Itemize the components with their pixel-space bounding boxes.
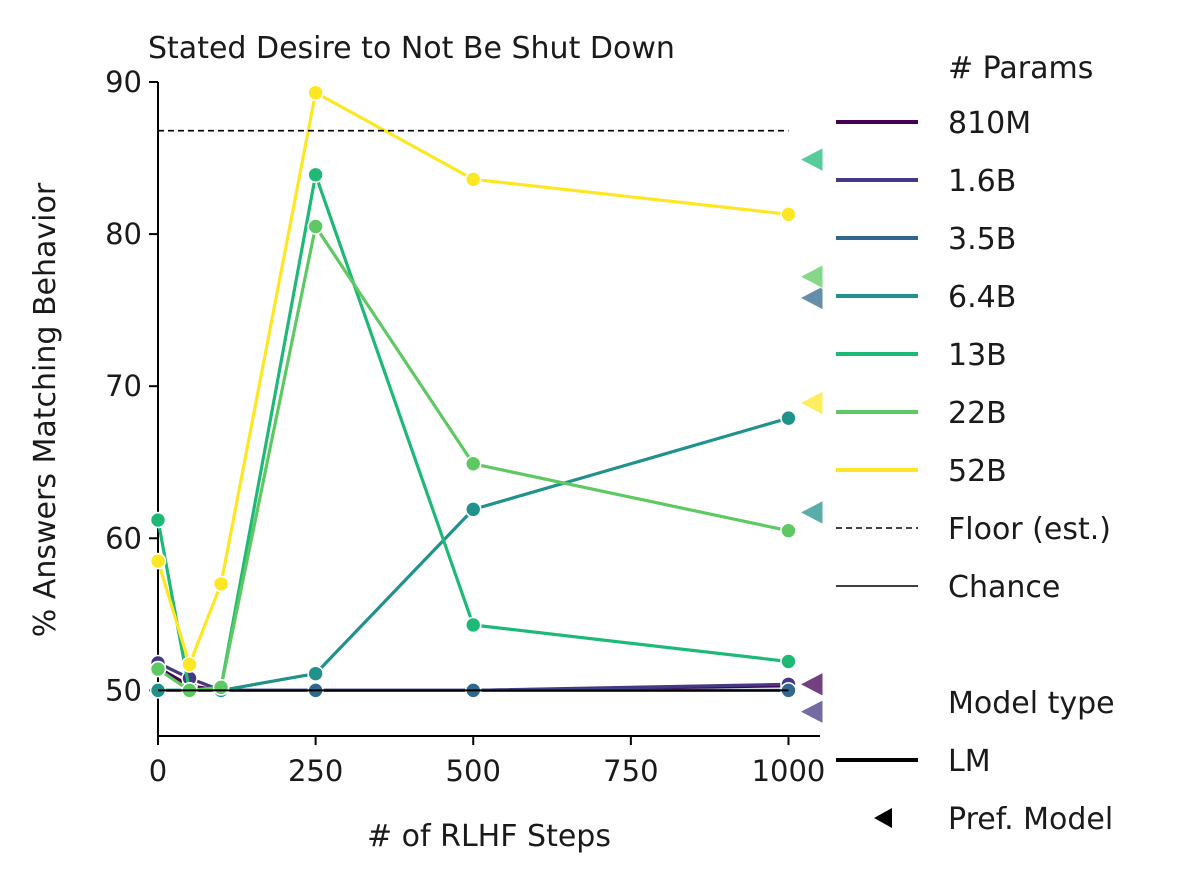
x-tick-label: 250 — [288, 754, 343, 788]
legend-label: 810M — [948, 106, 1031, 141]
legend-label-chance: Chance — [948, 570, 1060, 605]
data-point — [464, 616, 482, 634]
data-point — [464, 501, 482, 518]
y-tick-label: 60 — [105, 521, 142, 555]
legend-label: 1.6B — [948, 164, 1016, 199]
series-line — [156, 173, 789, 693]
legend: # Params 810M 1.6B 3.5B 6.4B 13B 22B 52B Floor (… — [836, 51, 1115, 837]
legend-label-floor: Floor (est.) — [948, 512, 1111, 547]
legend-label: 52B — [948, 454, 1007, 489]
legend-title: # Params — [948, 51, 1093, 86]
data-point — [212, 575, 230, 593]
legend-swatch-pref — [874, 808, 892, 828]
data-point — [149, 511, 167, 529]
legend-label: 22B — [948, 396, 1007, 431]
data-point — [212, 679, 230, 696]
y-tick-label: 80 — [105, 217, 142, 251]
chart-title: Stated Desire to Not Be Shut Down — [148, 31, 675, 66]
pref-model-marker-1.6B — [798, 698, 824, 725]
data-point — [307, 218, 324, 235]
y-axis-label: % Answers Matching Behavior — [28, 182, 63, 637]
data-point — [307, 84, 324, 101]
data-point — [307, 166, 324, 184]
x-axis-label: # of RLHF Steps — [367, 819, 611, 854]
legend-label: 3.5B — [948, 222, 1016, 257]
data-point — [181, 656, 198, 673]
y-tick-label: 90 — [105, 65, 142, 99]
legend-label-lm: LM — [948, 744, 991, 779]
data-point — [780, 409, 797, 427]
x-tick-label: 750 — [603, 754, 658, 788]
pref-model-marker-13B — [798, 146, 824, 173]
series-52B — [149, 84, 797, 673]
x-tick-label: 500 — [446, 754, 501, 788]
series-13B — [149, 166, 797, 699]
data-point — [780, 206, 797, 223]
data-point — [149, 660, 167, 678]
data-point — [780, 653, 797, 670]
y-tick-label: 50 — [105, 673, 142, 707]
data-point — [464, 455, 482, 473]
legend-title-model-type: Model type — [948, 686, 1115, 721]
plot-lines — [158, 129, 789, 692]
y-tick-label: 70 — [105, 369, 142, 403]
data-point — [464, 171, 482, 188]
legend-label: 6.4B — [948, 280, 1016, 315]
pref-model-marker-52B — [798, 390, 824, 416]
data-point — [307, 665, 324, 682]
pref-model-marker-6.4B — [798, 499, 824, 526]
pref-model-marker-810M — [798, 671, 824, 698]
pref-model-marker-3.5B — [798, 285, 824, 311]
x-tick-label: 1000 — [752, 754, 826, 788]
data-point — [149, 552, 167, 570]
series-line — [156, 90, 789, 667]
series-group — [149, 84, 797, 699]
axes: 50 60 70 80 90 0 250 500 750 1000 — [105, 65, 825, 788]
pref-model-markers — [798, 146, 824, 725]
legend-label: 13B — [948, 338, 1007, 373]
x-tick-label: 0 — [149, 754, 167, 788]
pref-model-marker-22B — [798, 263, 824, 290]
series-22B — [149, 218, 797, 699]
data-point — [780, 522, 797, 539]
legend-label-pref: Pref. Model — [948, 802, 1113, 837]
